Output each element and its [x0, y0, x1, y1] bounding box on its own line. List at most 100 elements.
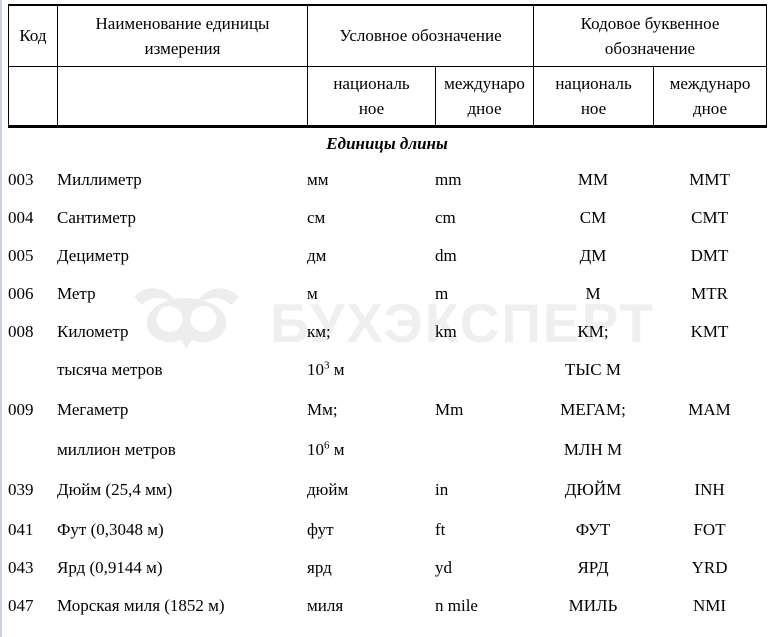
cell-letter-national: М [585, 284, 601, 304]
header-unit-name: Наименование единицы измерения [57, 4, 308, 67]
cell-symbol-national: км; [307, 322, 331, 342]
cell-code: 003 [8, 170, 34, 190]
cell-letter-international: FOT [693, 520, 726, 540]
cell-name: Миллиметр [57, 170, 142, 190]
header-code: Код [8, 4, 58, 67]
cell-code [8, 431, 57, 469]
cell-symbol-international: mm [435, 170, 462, 190]
table-row: 009 Мегаметр Мм; Mm МЕГАМ; MAM [8, 389, 766, 431]
cell-name: Дециметр [57, 246, 129, 266]
cell-symbol-national: миля [307, 596, 344, 616]
cell-letter-national: МЛН М [563, 440, 623, 460]
cell-symbol-international: m [435, 284, 449, 304]
table-row: 008 Километр км; km КМ; KMT [8, 313, 766, 351]
cell-symbol-national: дм [307, 246, 327, 266]
cell-letter-national: ММ [577, 170, 609, 190]
cell-symbol-international: ft [435, 520, 446, 540]
cell-symbol-national: 103 м [307, 359, 345, 380]
cell-name: Сантиметр [57, 208, 136, 228]
table-row: 047 Морская миля (1852 м) миля n mile МИЛЬ NM… [8, 587, 766, 625]
header-letter-code-group: Кодовое буквенное обозначение [533, 4, 768, 67]
cell-letter-national: ТЫС М [565, 360, 621, 380]
cell-name: Километр [57, 322, 129, 342]
cell-code: 006 [8, 284, 34, 304]
cell-symbol-national: мм [307, 170, 329, 190]
table-row: 004 Сантиметр см cm СМ CMT [8, 199, 766, 237]
table-row: 043 Ярд (0,9144 м) ярд yd ЯРД YRD [8, 549, 766, 587]
cell-code: 008 [8, 322, 34, 342]
cell-code: 043 [8, 558, 34, 578]
section-title-row: Единицы длины [8, 127, 766, 161]
cell-letter-international: MAM [688, 400, 731, 420]
cell-symbol-international: yd [435, 558, 452, 578]
cell-symbol-national: см [307, 208, 326, 228]
cell-name: Мегаметр [57, 400, 129, 420]
cell-letter-international [653, 431, 766, 469]
header-name-empty [57, 66, 308, 127]
cell-letter-international [653, 351, 766, 389]
units-table-header: Код Наименование единицы измерения Услов… [8, 4, 768, 128]
cell-letter-international: MTR [691, 284, 728, 304]
cell-code: 039 [8, 480, 34, 500]
cell-name: миллион метров [57, 440, 176, 460]
cell-symbol-international: km [435, 322, 457, 342]
cell-symbol-national: 106 м [307, 439, 345, 460]
table-row: 006 Метр м m М MTR [8, 275, 766, 313]
table-body: Единицы длины 003 Миллиметр мм mm ММ MMT 004 Са… [8, 127, 766, 625]
header-letter-national: националь ное [533, 66, 655, 127]
cell-symbol-national: м [307, 284, 318, 304]
table-row: 003 Миллиметр мм mm ММ MMT [8, 161, 766, 199]
header-symbol-international: междунаро дное [434, 66, 535, 127]
cell-letter-national: ДЮЙМ [564, 480, 622, 500]
cell-name: тысяча метров [57, 360, 163, 380]
header-letter-international: междунаро дное [653, 66, 768, 127]
cell-code: 009 [8, 400, 34, 420]
cell-code: 004 [8, 208, 34, 228]
cell-letter-national: МЕГАМ; [560, 400, 626, 420]
cell-letter-international: NMI [693, 596, 727, 616]
watermark-text: БУХЭКСПЕРТ [270, 292, 656, 354]
cell-symbol-international: cm [435, 208, 456, 228]
cell-code [8, 351, 57, 389]
cell-letter-national: КМ; [577, 322, 609, 342]
cell-letter-national: ЯРД [577, 558, 609, 578]
section-title: Единицы длины [326, 134, 448, 154]
cell-code: 047 [8, 596, 34, 616]
cell-symbol-international [435, 431, 533, 469]
cell-code: 005 [8, 246, 34, 266]
cell-letter-national: МИЛЬ [568, 596, 618, 616]
cell-name: Морская миля (1852 м) [57, 596, 225, 616]
cell-symbol-international: in [435, 480, 449, 500]
cell-symbol-international: Mm [435, 400, 464, 420]
table-row: 039 Дюйм (25,4 мм) дюйм in ДЮЙМ INH [8, 469, 766, 511]
cell-symbol-national: Мм; [307, 400, 338, 420]
table-row: тысяча метров 103 м ТЫС М [8, 351, 766, 389]
cell-name: Дюйм (25,4 мм) [57, 480, 173, 500]
cell-code: 041 [8, 520, 34, 540]
header-symbol-group: Условное обозначение [306, 4, 535, 67]
cell-name: Ярд (0,9144 м) [57, 558, 163, 578]
cell-symbol-national: ярд [307, 558, 332, 578]
cell-symbol-international: dm [435, 246, 457, 266]
owl-logo-icon [134, 288, 239, 349]
header-code-empty [8, 66, 58, 127]
units-table-body: Единицы длины 003 Миллиметр мм mm ММ MMT 004 Са… [8, 127, 766, 625]
cell-letter-international: DMT [690, 246, 729, 266]
table-row: миллион метров 106 м МЛН М [8, 431, 766, 469]
cell-letter-national: ФУТ [575, 520, 611, 540]
cell-name: Фут (0,3048 м) [57, 520, 164, 540]
cell-symbol-national: фут [307, 520, 334, 540]
header-symbol-national: националь ное [307, 66, 436, 127]
cell-name: Метр [57, 284, 96, 304]
cell-letter-national: ДМ [579, 246, 607, 266]
cell-letter-national: СМ [579, 208, 607, 228]
cell-letter-international: INH [694, 480, 725, 500]
table-row: 041 Фут (0,3048 м) фут ft ФУТ FOT [8, 511, 766, 549]
cell-symbol-international: n mile [435, 596, 478, 616]
cell-letter-international: YRD [691, 558, 728, 578]
cell-letter-international: CMT [691, 208, 728, 228]
cell-letter-international: MMT [689, 170, 730, 190]
left-edge-line [0, 0, 2, 637]
